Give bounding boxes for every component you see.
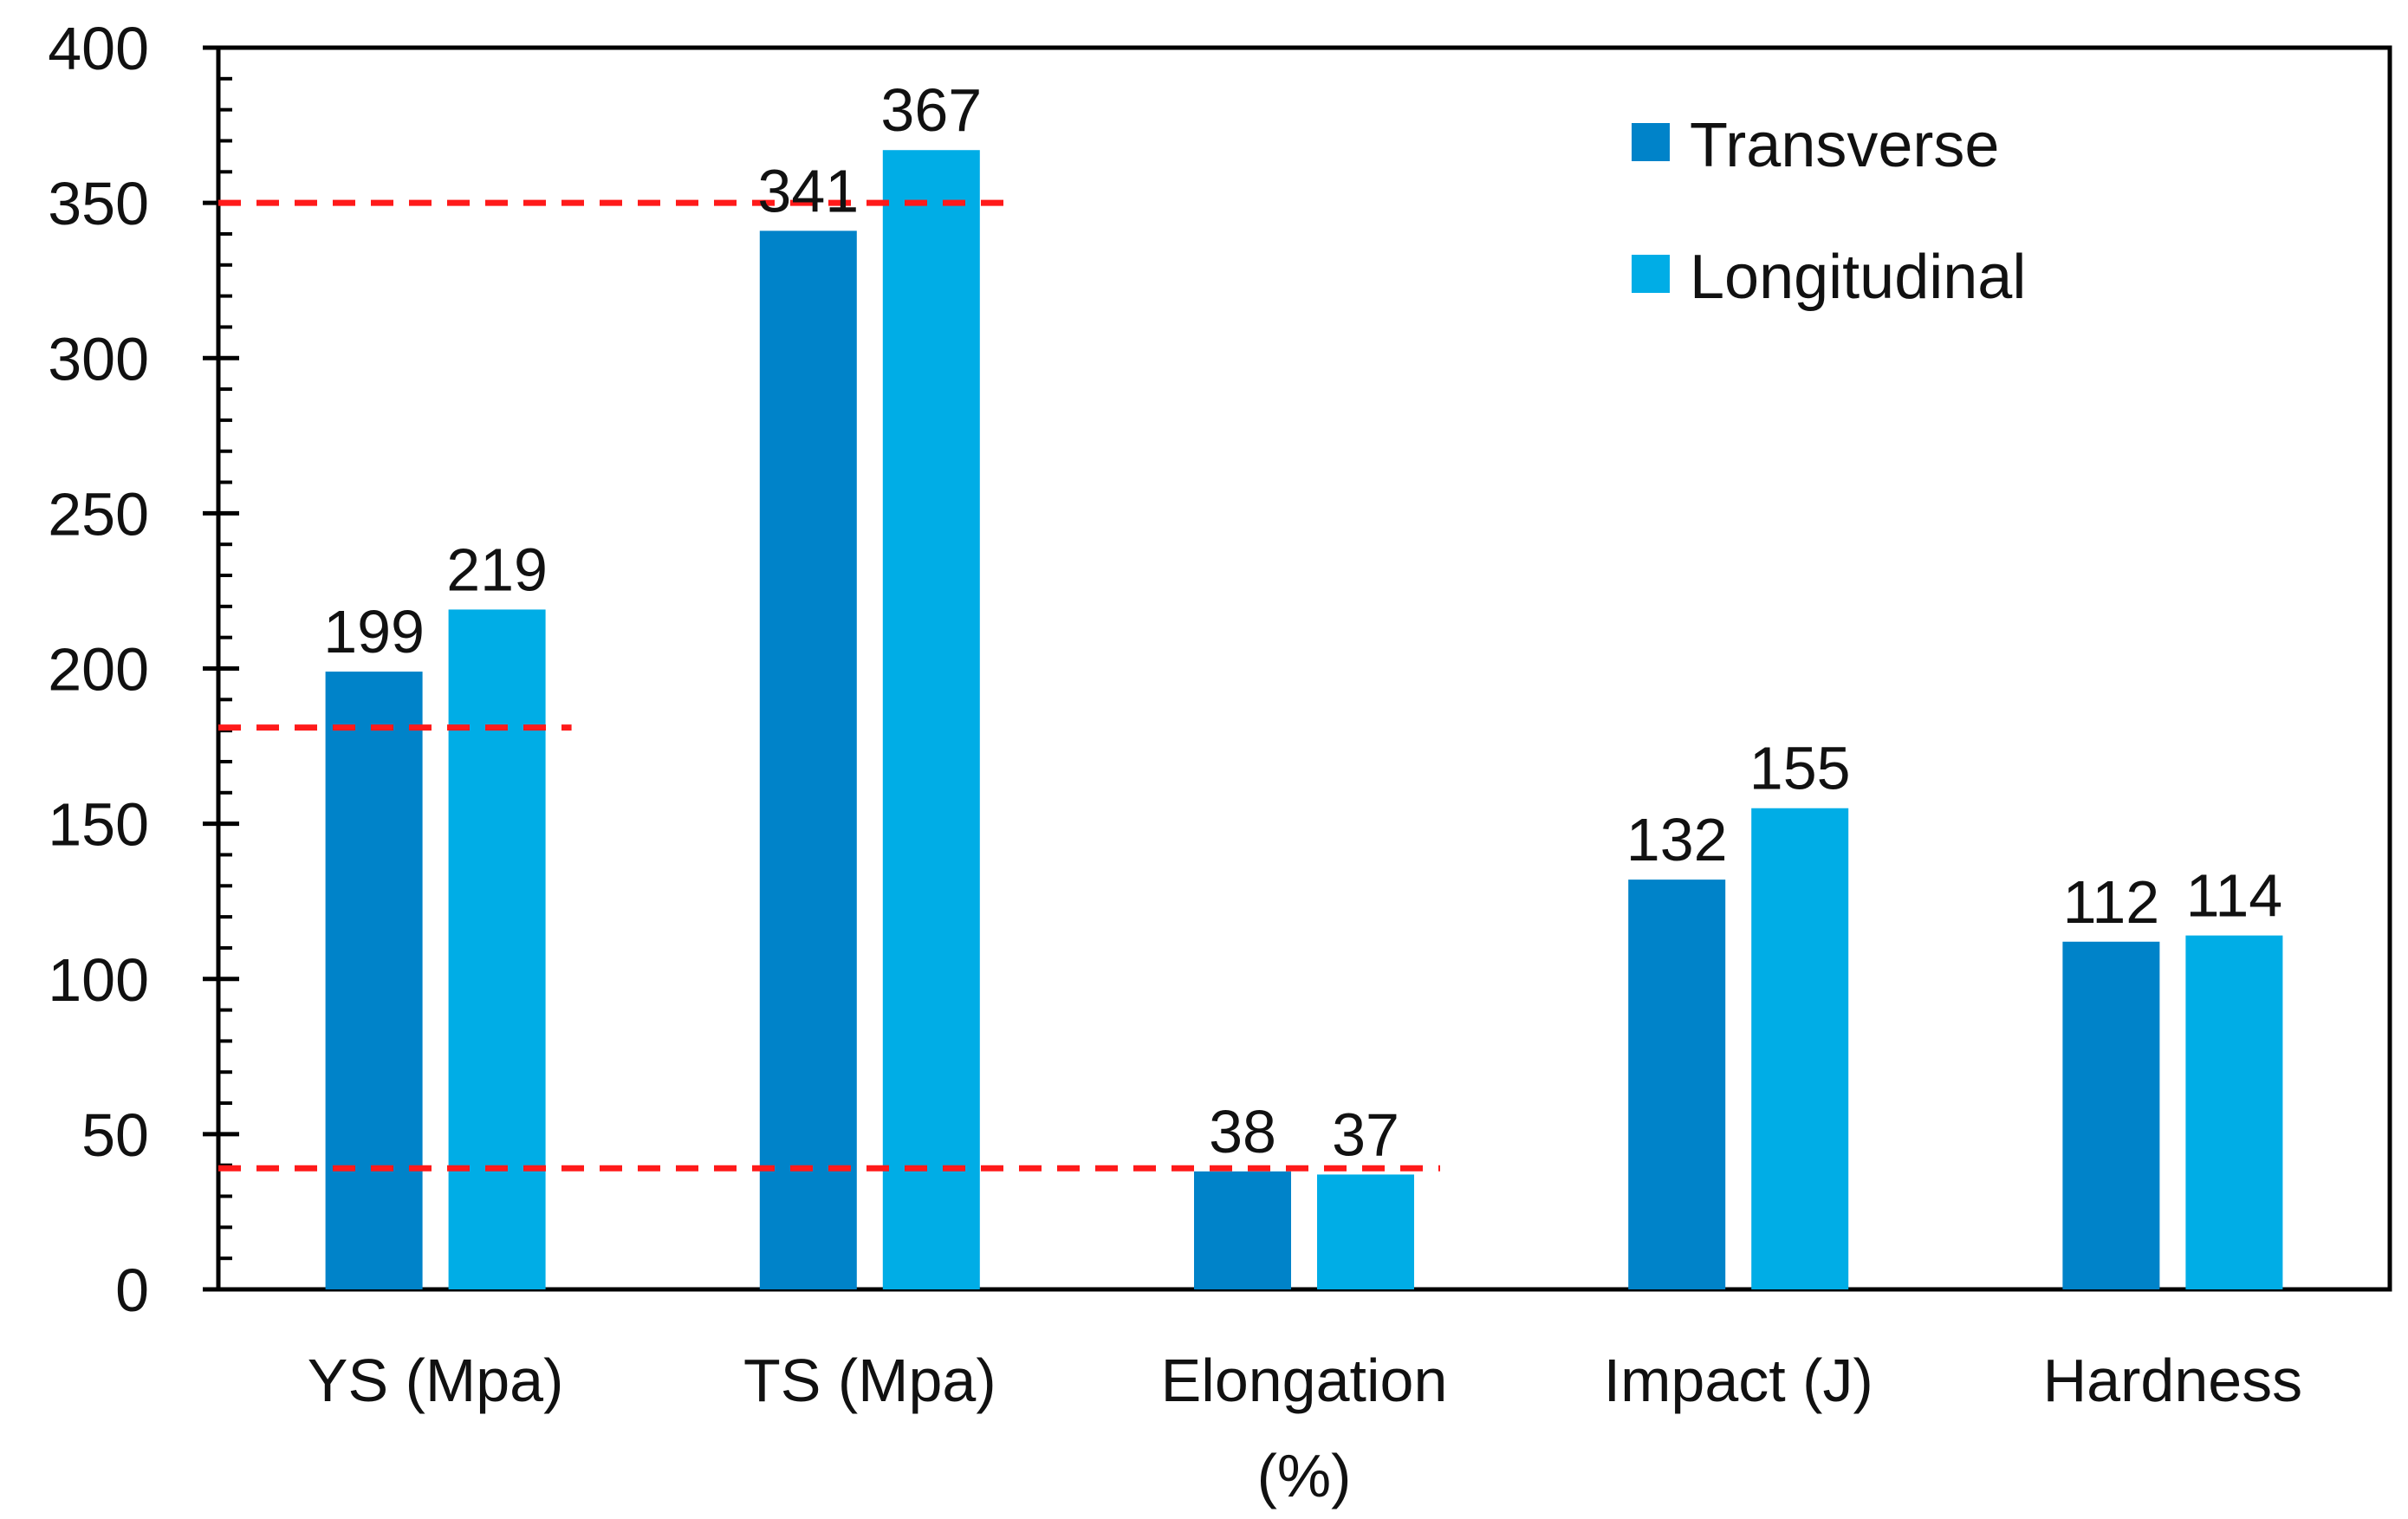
bar-transverse-4 [2062,941,2160,1289]
y-tick-label: 50 [81,1101,149,1169]
x-category-label: YS (Mpa) [308,1347,564,1414]
legend-label-longitudinal: Longitudinal [1690,243,2026,312]
bar-transverse-1 [759,230,857,1290]
legend-swatch-transverse [1632,123,1670,161]
data-label-longitudinal: 219 [446,536,548,603]
bar-transverse-0 [325,672,423,1289]
legend: Transverse Longitudinal [1632,111,2026,312]
y-tick-label: 200 [48,636,149,704]
data-label-transverse: 132 [1626,806,1728,873]
bar-transverse-2 [1194,1171,1291,1289]
bar-longitudinal-1 [882,150,980,1289]
bar-longitudinal-0 [448,609,546,1289]
data-label-longitudinal: 114 [2186,862,2283,930]
data-label-transverse: 199 [323,598,425,665]
bar-longitudinal-4 [2185,935,2283,1289]
y-axis-ticks: 0 50 100 150 200 250 300 350 400 [48,15,239,1324]
x-category-label: Elongation [1161,1347,1448,1414]
y-tick-label: 400 [48,15,149,82]
bar-longitudinal-2 [1317,1174,1414,1289]
data-label-longitudinal: 367 [880,76,982,144]
y-tick-label: 0 [115,1256,149,1324]
y-tick-label: 100 [48,946,149,1014]
legend-swatch-longitudinal [1632,255,1670,293]
y-tick-label: 150 [48,791,149,859]
bar-longitudinal-3 [1751,808,1849,1289]
y-tick-label: 250 [48,480,149,548]
x-category-label: Impact (J) [1604,1347,1873,1414]
x-category-label: Hardness [2043,1347,2303,1414]
labels: 199 341 38 132 112 219 367 37 155 114 YS (Mpa) TS (… [308,76,2302,1509]
y-tick-label: 350 [48,170,149,237]
data-label-longitudinal: 37 [1332,1100,1399,1168]
bars [325,150,2283,1290]
legend-label-transverse: Transverse [1690,111,1999,180]
y-tick-label: 300 [48,325,149,393]
data-label-transverse: 341 [757,157,859,224]
data-label-transverse: 112 [2063,868,2160,936]
data-label-transverse: 38 [1209,1098,1276,1165]
x-category-label: TS (Mpa) [743,1347,996,1414]
reference-lines [218,199,1440,1172]
data-label-longitudinal: 155 [1749,735,1851,802]
x-category-label: (%) [1257,1442,1352,1509]
bar-transverse-3 [1628,880,1726,1289]
